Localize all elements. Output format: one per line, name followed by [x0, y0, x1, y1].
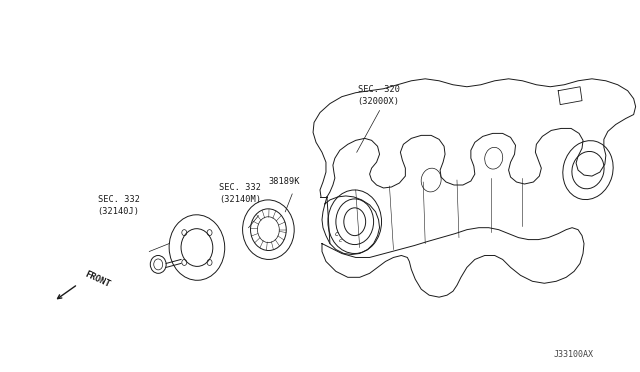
Text: c: c: [335, 231, 339, 237]
Text: SEC. 332
(32140J): SEC. 332 (32140J): [98, 195, 140, 216]
Text: SEC. 320
(32000X): SEC. 320 (32000X): [358, 85, 400, 106]
Text: SEC. 332
(32140M): SEC. 332 (32140M): [219, 183, 260, 204]
Text: 38189K: 38189K: [268, 177, 300, 186]
Text: FRONT: FRONT: [84, 270, 112, 289]
Text: c: c: [339, 238, 342, 243]
Text: J33100AX: J33100AX: [553, 350, 593, 359]
